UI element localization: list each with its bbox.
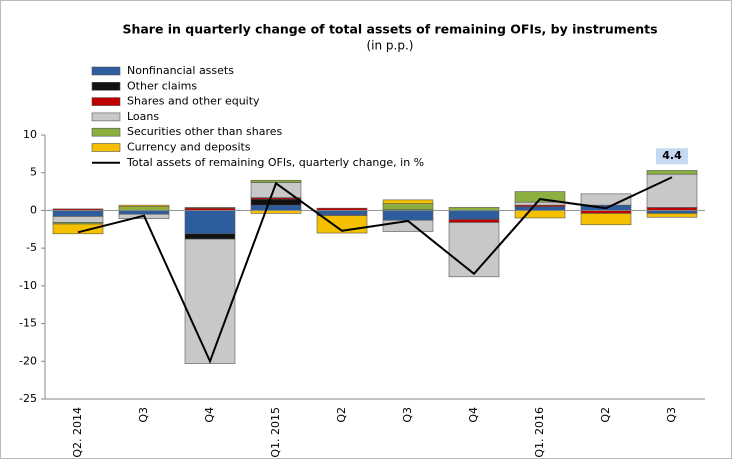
legend-label: Shares and other equity	[127, 95, 260, 108]
bar-segment	[184, 238, 236, 364]
bar-segment	[184, 233, 236, 240]
legend-label: Nonfinancial assets	[127, 64, 234, 77]
legend-label: Total assets of remaining OFIs, quarterl…	[126, 156, 424, 169]
total-line	[77, 176, 673, 364]
legend-key	[91, 82, 121, 91]
bar-segment	[118, 206, 170, 211]
y-tick-label: 0	[30, 203, 37, 216]
legend-key	[91, 97, 121, 106]
bar-segment	[118, 210, 170, 215]
chart-subtitle: (in p.p.)	[367, 39, 414, 53]
legend-key	[91, 66, 121, 76]
y-tick-label: 10	[23, 128, 37, 141]
bar-segment	[580, 210, 632, 214]
y-tick-label: -10	[19, 279, 37, 292]
x-tick-label: Q3	[665, 407, 678, 423]
x-tick-label: Q2	[335, 407, 348, 423]
bar-segment	[448, 207, 500, 211]
bar-segment	[514, 201, 566, 206]
bar-segment	[646, 170, 698, 175]
x-tick-label: Q1. 2016	[533, 407, 546, 458]
x-tick-label: Q2. 2014	[71, 407, 84, 458]
legend-key	[91, 127, 121, 137]
bar-segment	[250, 198, 302, 206]
x-tick-label: Q3	[137, 407, 150, 423]
legend-label: Currency and deposits	[127, 141, 251, 154]
bar-segment	[52, 216, 104, 223]
bar-segment	[646, 210, 698, 214]
y-tick-label: -15	[19, 317, 37, 330]
bar-segment	[184, 207, 236, 209]
x-tick-label: Q3	[401, 407, 414, 423]
bar-segment	[382, 199, 434, 204]
bar-segment	[514, 210, 566, 219]
x-tick-label: Q4	[467, 407, 480, 423]
chart-title: Share in quarterly change of total asset…	[122, 22, 657, 37]
bar-segment	[184, 210, 236, 235]
bar-segment	[580, 213, 632, 226]
legend-label: Other claims	[127, 79, 197, 92]
bar-segment	[646, 173, 698, 208]
data-label-box	[656, 148, 688, 165]
bar-segment	[646, 213, 698, 218]
bar-segment	[646, 207, 698, 211]
bar-segment	[580, 193, 632, 206]
bar-segment	[514, 191, 566, 203]
bar-segment	[448, 219, 500, 223]
bar-segment	[52, 223, 104, 235]
x-tick-label: Q2	[599, 407, 612, 423]
y-tick-label: -20	[19, 354, 37, 367]
x-tick-label: Q1. 2015	[269, 407, 282, 458]
bar-segment	[382, 203, 434, 210]
bar-segment	[382, 210, 434, 221]
legend-key	[91, 112, 121, 122]
legend-key	[91, 143, 121, 152]
bar-segment	[118, 204, 170, 207]
y-tick-label: -5	[26, 241, 37, 254]
bar-segment	[514, 206, 566, 211]
bar-segment	[250, 204, 302, 211]
legend-label: Loans	[127, 110, 159, 123]
legend-label: Securities other than shares	[127, 125, 282, 138]
y-tick-label: -25	[19, 392, 37, 405]
bar-segment	[250, 210, 302, 214]
bar-segment	[448, 222, 500, 278]
data-label: 4.4	[662, 149, 682, 162]
x-tick-label: Q4	[203, 407, 216, 423]
y-tick-label: 5	[30, 166, 37, 179]
bar-segment	[448, 210, 500, 220]
bar-segment	[52, 210, 104, 217]
bar-segment	[316, 210, 368, 216]
